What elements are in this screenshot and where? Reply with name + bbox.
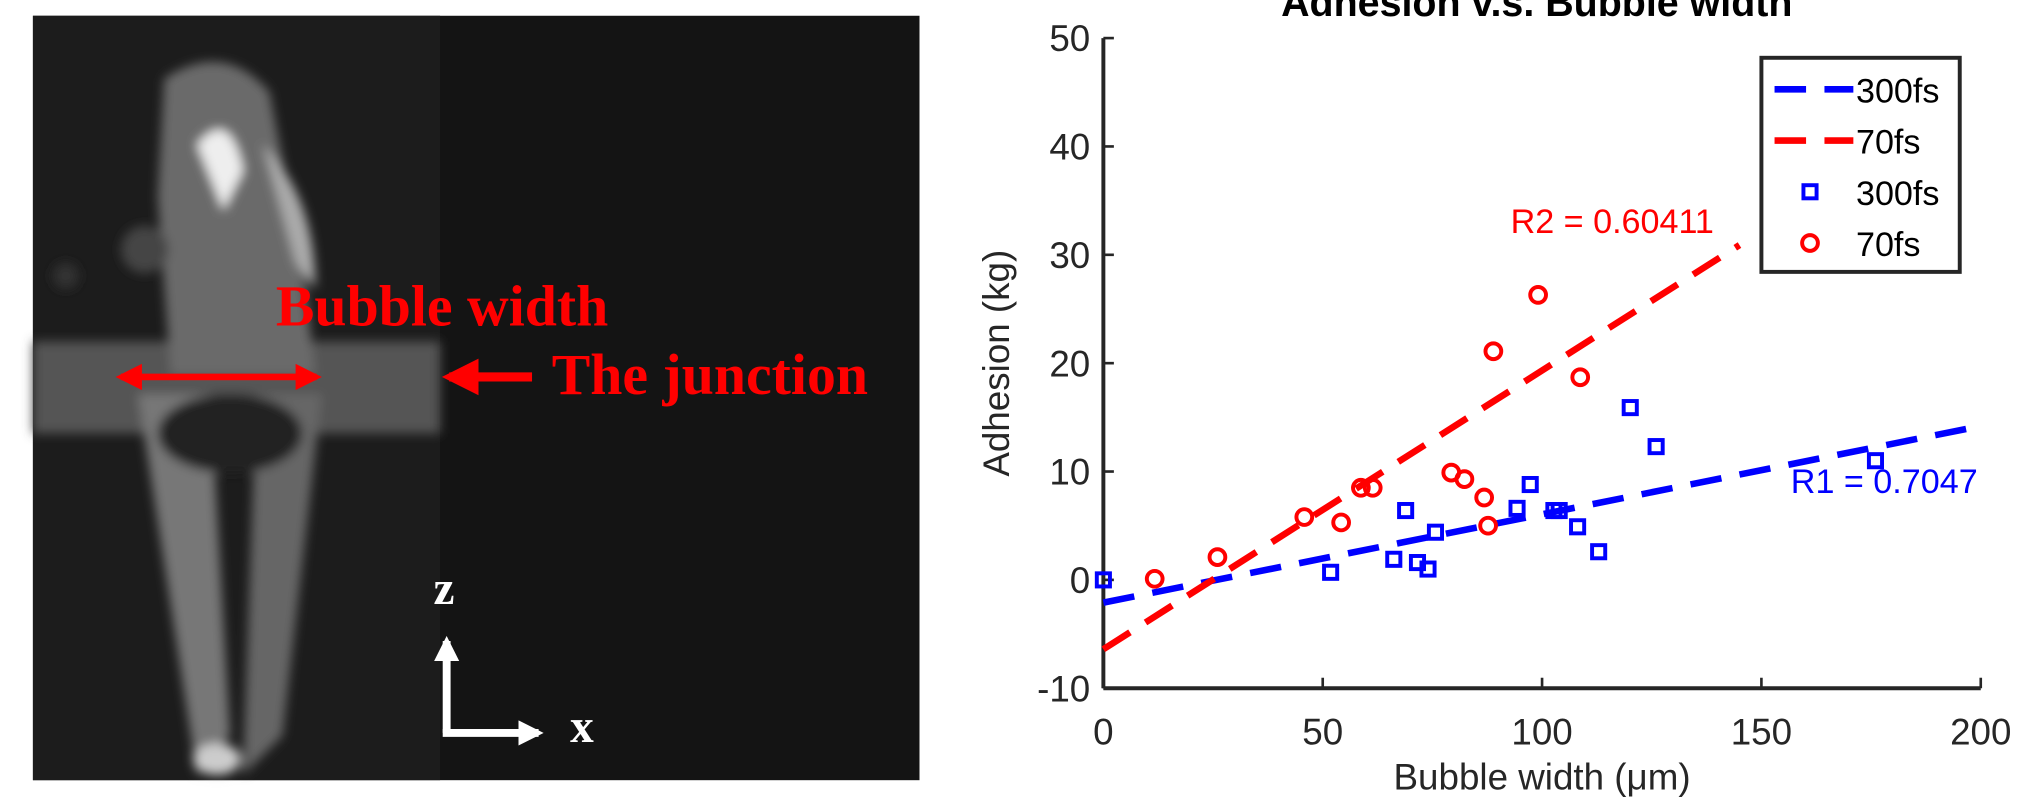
x-axis-label: Bubble width (μm) [1394, 756, 1691, 797]
y-tick-label: 30 [1049, 235, 1090, 276]
data-point [1419, 560, 1437, 578]
data-point [1207, 547, 1228, 567]
data-point [1528, 285, 1548, 305]
annotation: Bubble width [276, 275, 608, 339]
legend-swatch [1800, 233, 1820, 253]
data-point [1621, 399, 1639, 417]
legend: 300fs 70fs 300fs 70fs [1759, 55, 1962, 274]
data-point [1294, 507, 1315, 527]
annotation: R1 = 0.7047 [1791, 463, 1978, 501]
data-point [1508, 499, 1526, 517]
y-tick-label: -10 [1037, 668, 1090, 709]
data-point [1550, 501, 1568, 520]
fit-line [1101, 242, 1742, 653]
x-tick-label: 50 [1302, 712, 1343, 753]
data-point [1362, 477, 1383, 498]
data-point [1483, 341, 1504, 362]
data-point [1397, 501, 1415, 520]
y-tick-label: 0 [1070, 560, 1090, 601]
data-point [1478, 515, 1498, 536]
data-point [1866, 452, 1885, 470]
axis-symbol: x [570, 701, 594, 753]
y-tick-label: 50 [1049, 18, 1090, 59]
data-point [1094, 571, 1112, 589]
data-point [1454, 469, 1475, 489]
fit-line [1102, 422, 1982, 606]
legend-swatch [1801, 183, 1819, 201]
annotation: R2 = 0.60411 [1511, 203, 1714, 241]
data-point [1647, 438, 1665, 456]
y-axis-label: Adhesion (kg) [976, 250, 1017, 477]
axis-symbol: z [434, 563, 455, 615]
data-point [1570, 367, 1591, 388]
legend-label: 300fs [1856, 72, 1939, 110]
x-tick-label: 200 [1950, 712, 2011, 753]
micrograph: Bubble width The junction z x [32, 15, 920, 781]
x-tick-label: 150 [1731, 712, 1792, 753]
data-point [1351, 477, 1371, 498]
chart: Adhesion v.s. Bubble width Bubble width (… [976, 0, 2012, 797]
data-point [1426, 523, 1445, 541]
data-point [1521, 475, 1539, 494]
data-point [1569, 518, 1587, 536]
data-point [1144, 568, 1165, 589]
chart-title: Adhesion v.s. Bubble width [1281, 0, 1792, 25]
y-tick-label: 20 [1049, 343, 1090, 384]
x-tick-label: 0 [1093, 712, 1113, 753]
legend-box [1759, 55, 1962, 274]
data-point [1331, 512, 1351, 533]
legend-label: 70fs [1856, 124, 1921, 162]
data-point [1322, 563, 1340, 581]
data-point [1474, 487, 1495, 508]
legend-label: 300fs [1856, 175, 1939, 213]
data-point [1385, 550, 1403, 568]
x-tick-label: 100 [1511, 712, 1572, 753]
data-point [1590, 543, 1608, 561]
y-tick-label: 40 [1049, 127, 1090, 168]
y-tick-label: 10 [1049, 452, 1090, 493]
legend-label: 70fs [1856, 226, 1921, 264]
annotation: The junction [552, 343, 868, 407]
